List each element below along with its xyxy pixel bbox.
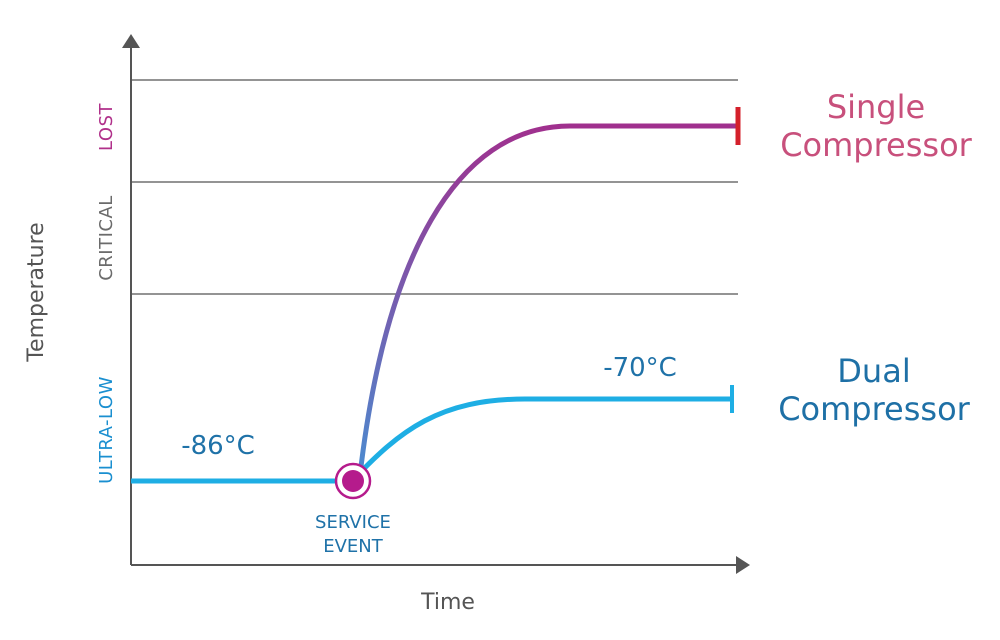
x-axis-arrow: [736, 556, 750, 574]
legend-dual-line2: Compressor: [778, 390, 970, 428]
zone-label-critical: CRITICAL: [96, 195, 117, 281]
service-event-dot: [342, 470, 364, 492]
temp-label-start: -86°C: [181, 431, 255, 461]
temp-label-end: -70°C: [603, 353, 677, 383]
legend-single-line1: Single: [827, 88, 925, 126]
y-axis-title: Temperature: [24, 222, 49, 362]
x-axis-title: Time: [420, 590, 475, 615]
zone-label-ultra-low: ULTRA-LOW: [96, 376, 117, 484]
legend-single-line2: Compressor: [780, 126, 972, 164]
service-event-label-line1: SERVICE: [315, 512, 391, 533]
legend-dual-line1: Dual: [837, 352, 910, 390]
series-line-single-compressor: [357, 123, 739, 478]
service-event-label-line2: EVENT: [323, 536, 384, 557]
zone-label-lost: LOST: [96, 103, 117, 151]
y-axis-arrow: [122, 34, 140, 48]
